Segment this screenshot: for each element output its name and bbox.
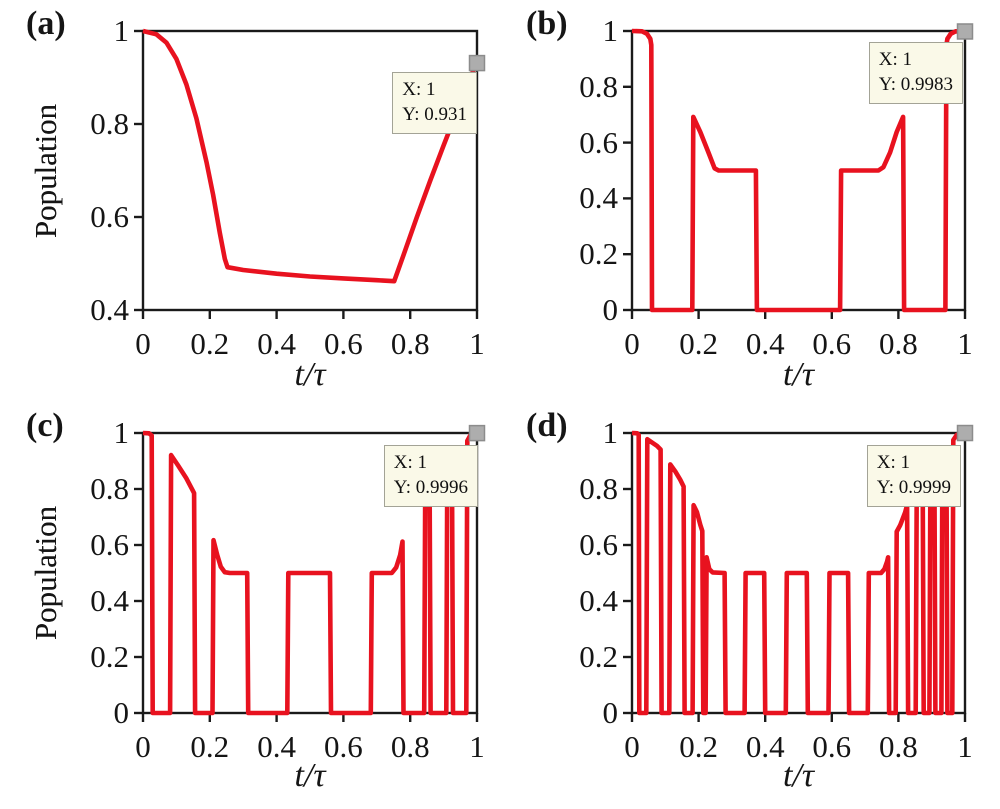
y-tick-label: 1 <box>602 415 619 450</box>
x-tick-label: 0.6 <box>812 326 852 361</box>
population-trace[interactable] <box>631 28 966 313</box>
x-tick-label: 0 <box>624 326 640 361</box>
population-trace[interactable] <box>142 28 480 284</box>
plot-area[interactable] <box>134 28 486 319</box>
y-axis-title: Population <box>28 103 63 238</box>
datatip-marker[interactable] <box>956 424 974 442</box>
x-tick-label: 1 <box>469 729 485 764</box>
x-tick-label: 0.2 <box>190 326 230 361</box>
x-tick-label: 0 <box>135 729 151 764</box>
y-tick-label: 0.6 <box>90 527 129 562</box>
y-tick-label: 0.2 <box>579 236 618 272</box>
y-tick-label: 1 <box>113 13 130 48</box>
x-tick-label: 1 <box>957 326 973 361</box>
y-tick-label: 0.8 <box>579 68 618 104</box>
datatip-y-value: Y: 0.9996 <box>393 477 468 498</box>
x-tick-label: 0.4 <box>745 729 785 764</box>
datatip-box[interactable]: X: 1 Y: 0.931 <box>392 72 477 134</box>
x-tick-label: 1 <box>469 326 485 361</box>
y-tick-label: 0.8 <box>579 471 618 506</box>
y-tick-label: 1 <box>113 415 130 450</box>
datatip-y-value: Y: 0.9999 <box>876 477 951 498</box>
y-tick-label: 0.6 <box>579 124 618 160</box>
x-tick-label: 1 <box>957 729 973 764</box>
datatip-marker[interactable] <box>468 54 486 72</box>
x-tick-label: 0.6 <box>324 729 363 764</box>
y-tick-label: 0 <box>113 695 130 730</box>
y-tick-label: 0.6 <box>579 527 618 562</box>
plot-area[interactable] <box>623 23 974 319</box>
x-tick-label: 0.6 <box>324 326 363 361</box>
y-axis-title: Population <box>28 505 63 641</box>
y-axis-title: Population <box>28 103 63 238</box>
y-tick-label: 1 <box>602 13 619 48</box>
x-tick-label: 0.4 <box>745 326 785 361</box>
y-tick-label: 0.6 <box>90 199 129 234</box>
y-tick-label: 0.8 <box>90 106 129 141</box>
y-tick-label: 0.4 <box>579 180 618 216</box>
y-tick-label: 0.4 <box>579 583 618 618</box>
x-tick-label: 0.8 <box>879 326 918 361</box>
x-axis-title: t/τ <box>294 757 326 794</box>
datatip-box[interactable]: X: 1 Y: 0.9983 <box>868 42 963 104</box>
y-tick-label: 0 <box>602 292 619 327</box>
x-tick-label: 0.8 <box>879 729 918 764</box>
x-tick-label: 0.2 <box>190 729 230 764</box>
datatip-y-value: Y: 0.931 <box>402 104 467 125</box>
x-axis-title: t/τ <box>782 757 815 794</box>
datatip-x-value: X: 1 <box>876 452 910 473</box>
x-tick-label: 0 <box>624 729 640 764</box>
x-axis-title: t/τ <box>782 356 815 393</box>
datatip-marker[interactable] <box>956 23 974 40</box>
y-tick-label: 0.8 <box>90 471 129 506</box>
panel-label: (c) <box>26 407 64 444</box>
y-axis-title: Population <box>28 505 63 641</box>
datatip-x-value: X: 1 <box>393 452 427 473</box>
y-tick-label: 0 <box>602 695 619 730</box>
x-tick-label: 0.6 <box>812 729 852 764</box>
panel-label: (a) <box>26 5 66 42</box>
axis-frame <box>630 431 967 715</box>
y-tick-label: 0.2 <box>579 639 618 674</box>
x-tick-label: 0.4 <box>257 326 296 361</box>
y-tick-label: 0.4 <box>90 583 129 618</box>
x-tick-label: 0 <box>135 326 151 361</box>
axis-frame <box>141 431 479 715</box>
x-tick-label: 0.8 <box>390 326 430 361</box>
x-tick-label: 0.2 <box>679 326 718 361</box>
datatip-marker[interactable] <box>468 424 486 442</box>
y-tick-label: 0.4 <box>90 292 129 327</box>
x-tick-label: 0.4 <box>257 729 296 764</box>
panel-label: (d) <box>526 407 568 444</box>
x-tick-label: 0.2 <box>679 729 718 764</box>
datatip-box[interactable]: X: 1 Y: 0.9996 <box>383 445 478 507</box>
datatip-box[interactable]: X: 1 Y: 0.9999 <box>866 445 961 507</box>
panel-label: (b) <box>526 5 568 42</box>
x-axis-title: t/τ <box>294 356 326 393</box>
datatip-x-value: X: 1 <box>878 49 912 70</box>
datatip-y-value: Y: 0.9983 <box>878 74 953 95</box>
y-tick-label: 0.2 <box>90 639 129 674</box>
datatip-x-value: X: 1 <box>402 79 436 100</box>
x-tick-label: 0.8 <box>390 729 430 764</box>
axis-frame <box>141 29 479 312</box>
